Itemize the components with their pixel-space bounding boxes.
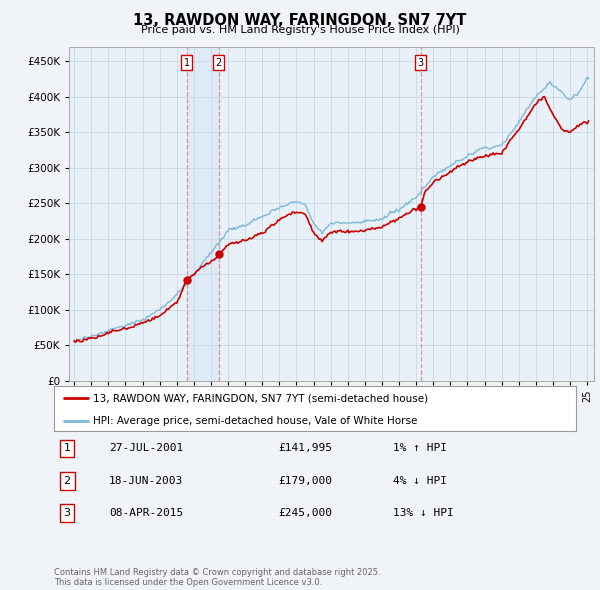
Text: £141,995: £141,995 — [278, 444, 332, 453]
Text: £179,000: £179,000 — [278, 476, 332, 486]
Text: 13, RAWDON WAY, FARINGDON, SN7 7YT (semi-detached house): 13, RAWDON WAY, FARINGDON, SN7 7YT (semi… — [93, 394, 428, 404]
Text: 1: 1 — [64, 444, 71, 453]
Text: £245,000: £245,000 — [278, 509, 332, 518]
Text: 1: 1 — [184, 58, 190, 68]
Text: 2: 2 — [215, 58, 222, 68]
Text: 3: 3 — [64, 509, 71, 518]
Text: 1% ↑ HPI: 1% ↑ HPI — [394, 444, 448, 453]
Text: 27-JUL-2001: 27-JUL-2001 — [109, 444, 183, 453]
Text: 3: 3 — [418, 58, 424, 68]
Text: HPI: Average price, semi-detached house, Vale of White Horse: HPI: Average price, semi-detached house,… — [93, 415, 418, 425]
Text: 08-APR-2015: 08-APR-2015 — [109, 509, 183, 518]
Text: 2: 2 — [64, 476, 71, 486]
Bar — [187, 47, 219, 381]
Text: 4% ↓ HPI: 4% ↓ HPI — [394, 476, 448, 486]
Text: Contains HM Land Registry data © Crown copyright and database right 2025.
This d: Contains HM Land Registry data © Crown c… — [54, 568, 380, 587]
Text: 18-JUN-2003: 18-JUN-2003 — [109, 476, 183, 486]
Text: 13% ↓ HPI: 13% ↓ HPI — [394, 509, 454, 518]
Text: Price paid vs. HM Land Registry's House Price Index (HPI): Price paid vs. HM Land Registry's House … — [140, 25, 460, 35]
Text: 13, RAWDON WAY, FARINGDON, SN7 7YT: 13, RAWDON WAY, FARINGDON, SN7 7YT — [133, 13, 467, 28]
